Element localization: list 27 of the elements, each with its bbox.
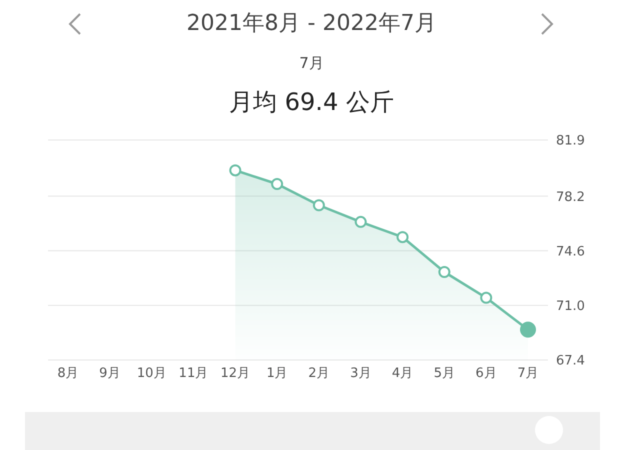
y-tick-label: 78.2 [556,190,585,205]
x-tick-label: 1月 [266,366,288,382]
point [229,164,242,176]
chart-subtitle: 7月 [298,54,325,73]
x-tick-label: 10月 [136,366,166,382]
x-tick-label: 7月 [517,366,539,382]
y-tick-label: 81.9 [556,134,585,149]
x-tick-label: 12月 [220,366,250,382]
x-tick-label: 9月 [99,366,120,382]
x-tick-label: 4月 [392,366,414,382]
point [480,292,492,304]
x-tick-label: 11月 [178,366,208,382]
text: 月均 69.4 公斤 [228,87,395,118]
x-tick-label: 2月 [308,366,330,382]
point [271,178,284,190]
y-tick-label: 74.6 [556,244,585,260]
point [354,216,367,228]
y-tick-label: 71.0 [556,298,585,314]
point [312,199,325,212]
chart-title: 2021年8月 - 2022年7月 [186,10,438,38]
x-tick-label: 6月 [476,366,497,382]
point [438,266,450,278]
x-tick-label: 5月 [434,366,456,382]
x-tick-label: 3月 [350,366,372,382]
x-tick-label: 8月 [57,366,79,382]
y-tick-label: 67.4 [556,354,585,369]
point [396,231,409,244]
